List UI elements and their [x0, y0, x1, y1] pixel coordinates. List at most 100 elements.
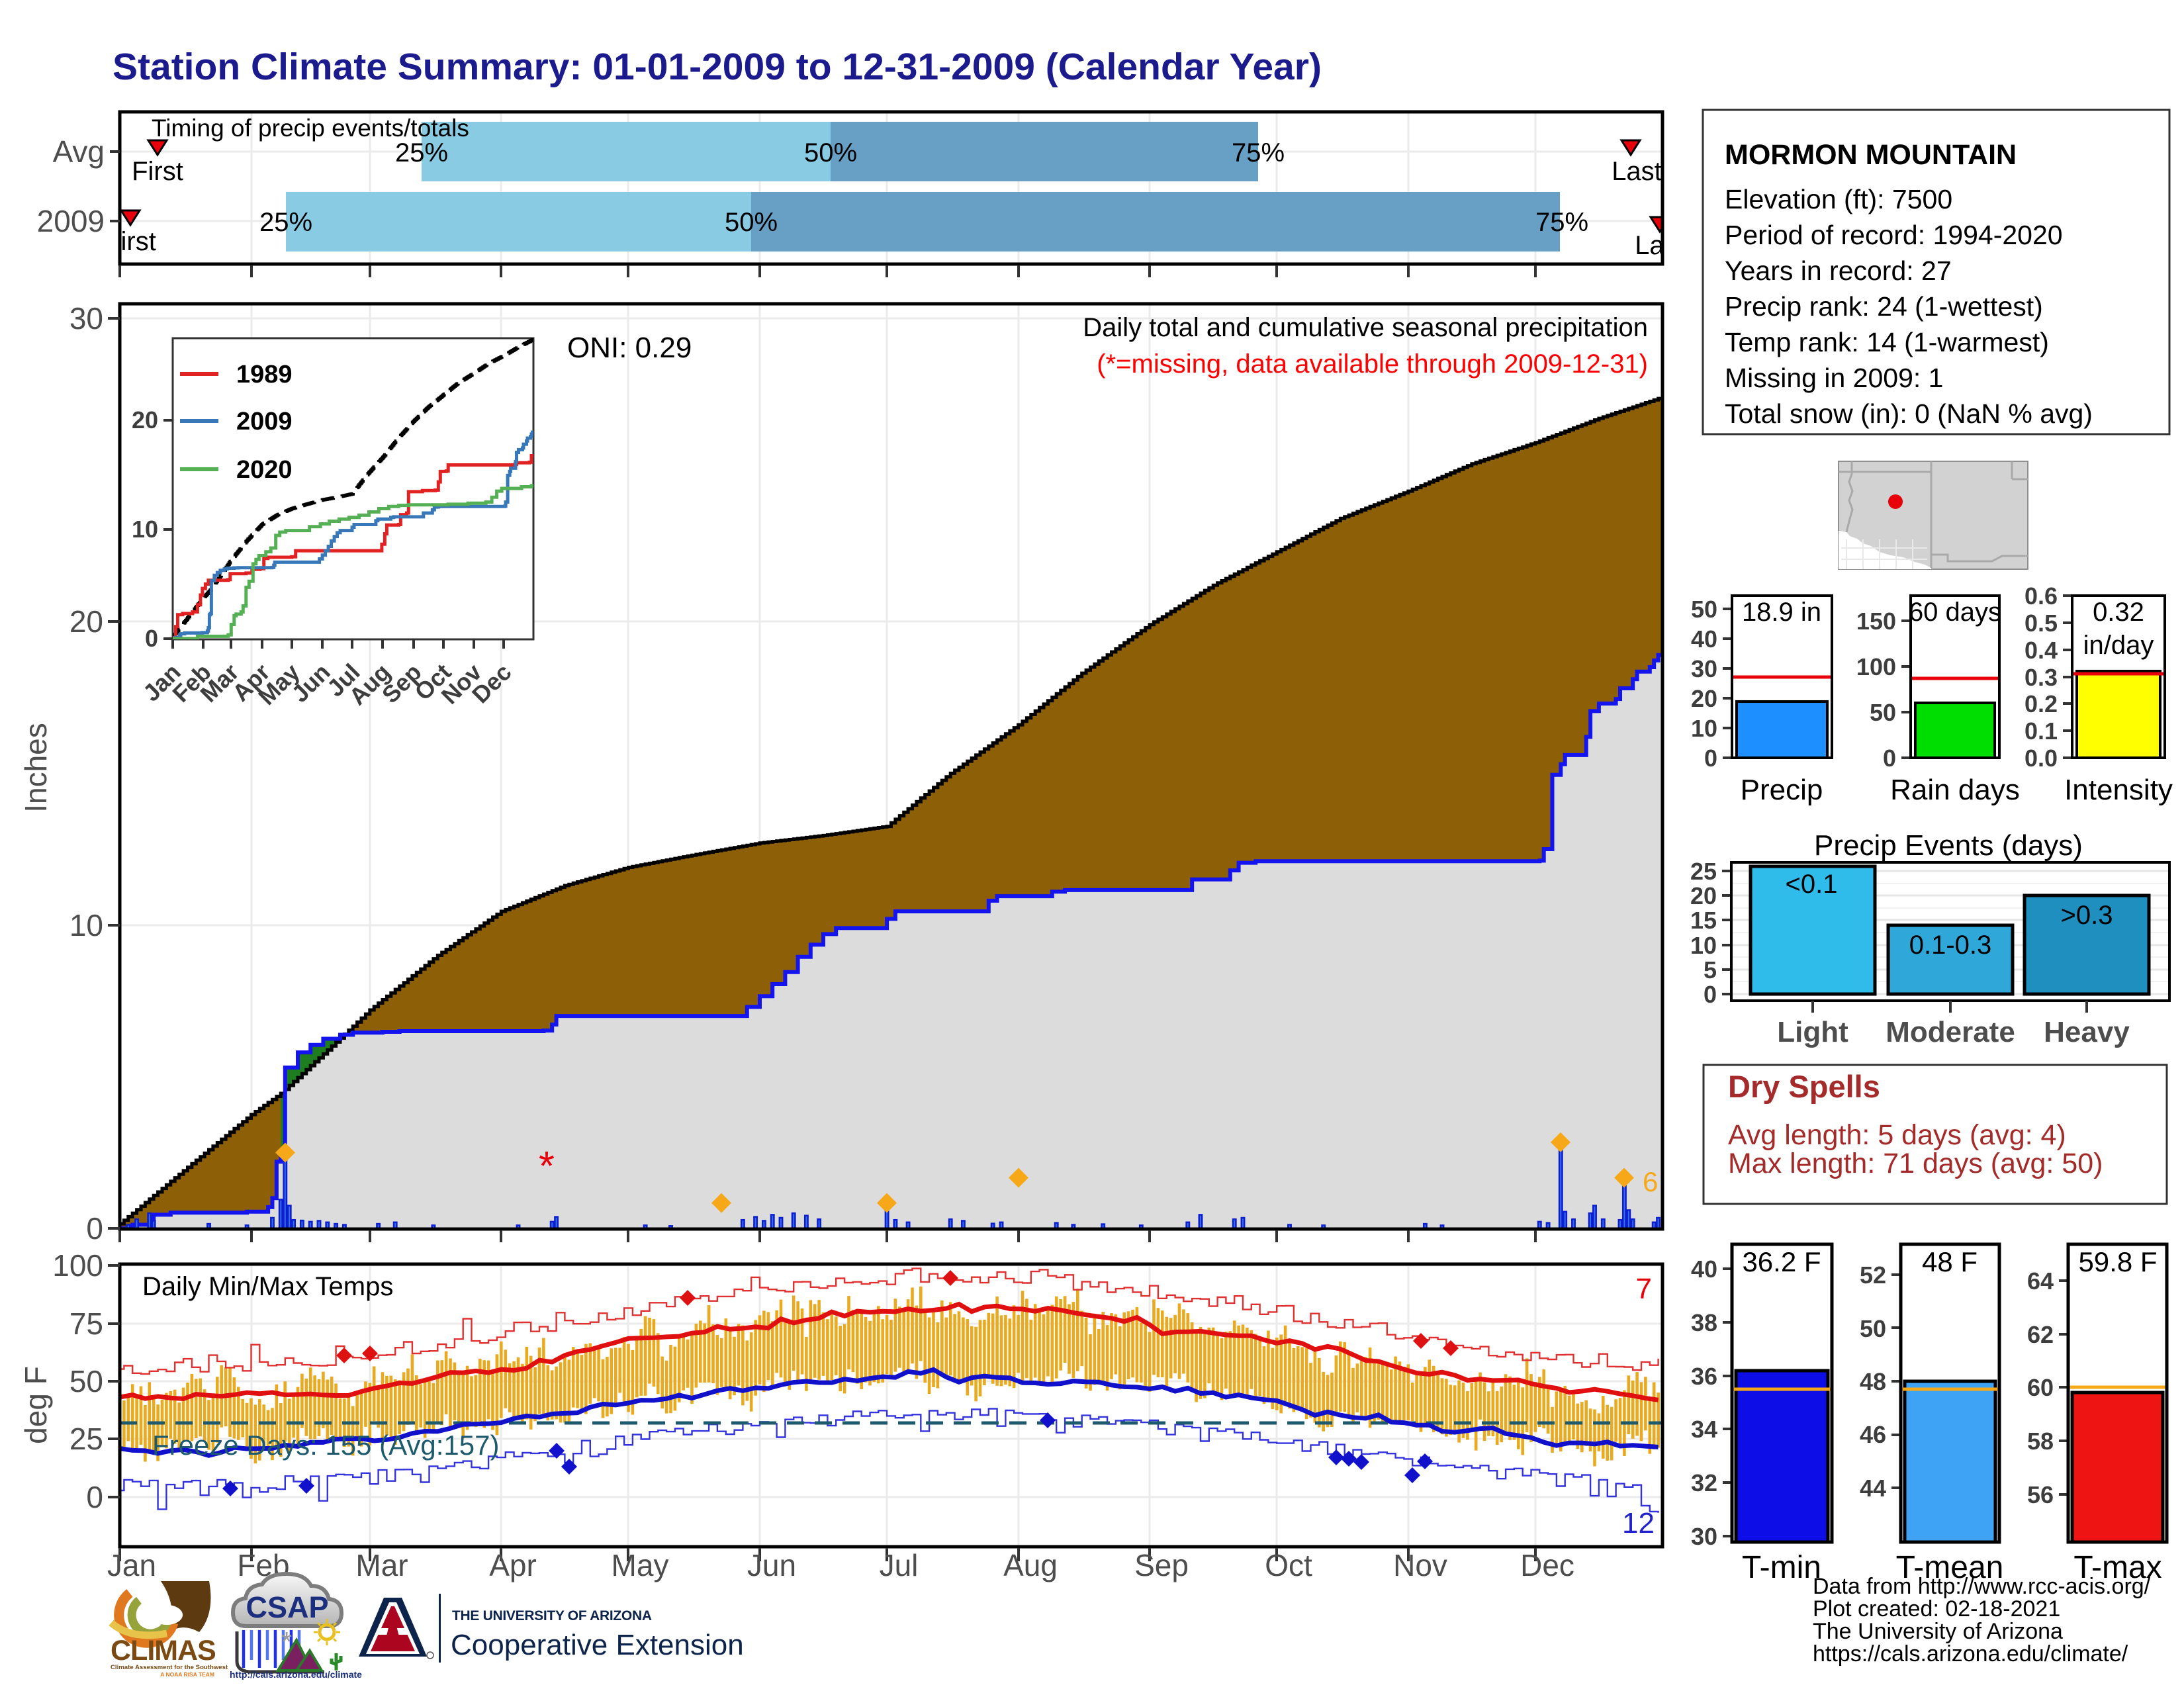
svg-text:Years in record: 27: Years in record: 27: [1725, 255, 1952, 286]
svg-text:44: 44: [1860, 1475, 1886, 1502]
svg-text:*: *: [281, 1626, 292, 1657]
svg-text:May: May: [612, 1548, 669, 1582]
svg-text:Station Climate Summary: 01-01: Station Climate Summary: 01-01-2009 to 1…: [113, 46, 1322, 88]
svg-text:*: *: [539, 1144, 555, 1189]
svg-text:Timing of precip events/totals: Timing of precip events/totals: [152, 114, 469, 142]
svg-text:48: 48: [1860, 1368, 1886, 1395]
svg-text:36.2 F: 36.2 F: [1742, 1246, 1821, 1277]
svg-text:Plot created: 02-18-2021: Plot created: 02-18-2021: [1813, 1596, 2060, 1622]
svg-text:0.32: 0.32: [2093, 598, 2144, 627]
svg-text:50: 50: [1860, 1315, 1886, 1342]
svg-text:Rain days: Rain days: [1890, 774, 2020, 806]
svg-text:10: 10: [1691, 715, 1717, 742]
svg-text:20: 20: [1690, 882, 1717, 909]
svg-text:Precip rank: 24 (1-wettest): Precip rank: 24 (1-wettest): [1725, 291, 2043, 322]
svg-text:Oct: Oct: [1265, 1548, 1312, 1582]
svg-text:0.2: 0.2: [2025, 690, 2058, 717]
svg-text:CLIMAS: CLIMAS: [111, 1635, 216, 1667]
svg-text:30: 30: [1691, 655, 1717, 682]
svg-text:50: 50: [1691, 596, 1717, 623]
svg-text:Moderate: Moderate: [1886, 1016, 2015, 1048]
svg-text:2009: 2009: [37, 204, 105, 238]
svg-text:50%: 50%: [725, 208, 778, 237]
svg-text:75%: 75%: [1535, 208, 1588, 237]
svg-text:7: 7: [1636, 1273, 1652, 1305]
svg-text:A NOAA RISA TEAM: A NOAA RISA TEAM: [160, 1671, 214, 1678]
svg-text:T-mean: T-mean: [1896, 1550, 2004, 1585]
svg-text:34: 34: [1691, 1416, 1717, 1443]
svg-text:0.1: 0.1: [2025, 717, 2058, 745]
svg-text:10: 10: [1690, 932, 1717, 959]
svg-text:0: 0: [86, 1211, 103, 1246]
svg-text:38: 38: [1691, 1309, 1717, 1336]
svg-text:32: 32: [1691, 1469, 1717, 1496]
svg-text:75: 75: [69, 1306, 103, 1341]
svg-text:0: 0: [1704, 981, 1717, 1008]
svg-text:25%: 25%: [395, 138, 448, 167]
svg-text:Elevation (ft): 7500: Elevation (ft): 7500: [1725, 184, 1952, 214]
svg-text:40: 40: [1691, 625, 1717, 653]
svg-text:60 days: 60 days: [1909, 598, 2001, 627]
svg-text:100: 100: [1856, 653, 1896, 680]
svg-text:25: 25: [69, 1422, 103, 1456]
svg-text:Nov: Nov: [1393, 1548, 1447, 1582]
svg-text:>0.3: >0.3: [2061, 901, 2113, 930]
svg-text:0: 0: [145, 625, 158, 652]
svg-text:Heavy: Heavy: [2044, 1016, 2130, 1048]
svg-text:Daily total and cumulative sea: Daily total and cumulative seasonal prec…: [1083, 313, 1648, 342]
svg-text:Last: Last: [1612, 157, 1662, 186]
svg-text:20: 20: [132, 406, 158, 434]
svg-text:Cooperative Extension: Cooperative Extension: [451, 1629, 744, 1661]
svg-text:https://cals.arizona.edu/clima: https://cals.arizona.edu/climate/: [1813, 1641, 2128, 1667]
svg-text:100: 100: [52, 1248, 103, 1283]
svg-text:First: First: [105, 227, 156, 256]
svg-text:Freeze Days: 155 (Avg:157): Freeze Days: 155 (Avg:157): [152, 1430, 500, 1461]
svg-text:Temp rank: 14 (1-warmest): Temp rank: 14 (1-warmest): [1725, 327, 2049, 357]
svg-text:Period of record: 1994-2020: Period of record: 1994-2020: [1725, 220, 2063, 250]
svg-text:deg F: deg F: [19, 1366, 53, 1444]
svg-text:T-max: T-max: [2073, 1550, 2161, 1585]
svg-text:0: 0: [86, 1480, 103, 1514]
svg-text:150: 150: [1856, 608, 1896, 635]
svg-text:48 F: 48 F: [1922, 1246, 1978, 1277]
svg-text:Intensity: Intensity: [2064, 774, 2173, 806]
svg-text:Mar: Mar: [355, 1548, 408, 1582]
svg-text:0.4: 0.4: [2025, 637, 2058, 664]
svg-text:46: 46: [1860, 1421, 1886, 1448]
svg-text:First: First: [132, 157, 183, 186]
svg-text:Jun: Jun: [747, 1548, 796, 1582]
svg-text:0.3: 0.3: [2025, 664, 2058, 691]
svg-text:0.5: 0.5: [2025, 610, 2058, 637]
svg-text:Precip: Precip: [1741, 774, 1823, 806]
svg-text:56: 56: [2027, 1481, 2054, 1508]
svg-text:30: 30: [69, 301, 103, 336]
svg-text:64: 64: [2027, 1267, 2054, 1295]
svg-text:6: 6: [1643, 1166, 1658, 1197]
svg-text:http://cals.arizona.edu/climat: http://cals.arizona.edu/climate: [230, 1669, 362, 1680]
svg-text:20: 20: [69, 604, 103, 639]
svg-text:Data from http://www.rcc-acis.: Data from http://www.rcc-acis.org/: [1813, 1574, 2151, 1599]
svg-text:12: 12: [1622, 1507, 1655, 1539]
svg-text:THE UNIVERSITY OF ARIZONA: THE UNIVERSITY OF ARIZONA: [452, 1608, 652, 1623]
svg-text:0: 0: [1883, 745, 1896, 772]
svg-text:2009: 2009: [236, 408, 293, 435]
svg-text:ONI: 0.29: ONI: 0.29: [567, 332, 692, 364]
svg-text:10: 10: [132, 516, 158, 543]
svg-text:<0.1: <0.1: [1786, 870, 1838, 899]
svg-text:30: 30: [1691, 1523, 1717, 1550]
svg-text:0: 0: [1704, 745, 1717, 772]
svg-text:Daily Min/Max Temps: Daily Min/Max Temps: [142, 1272, 393, 1301]
svg-text:Dry Spells: Dry Spells: [1728, 1069, 1880, 1104]
svg-text:Light: Light: [1777, 1016, 1848, 1048]
svg-text:Sep: Sep: [1134, 1548, 1189, 1582]
svg-text:The University of Arizona: The University of Arizona: [1813, 1619, 2063, 1644]
svg-text:40: 40: [1691, 1256, 1717, 1283]
svg-text:25: 25: [1690, 858, 1717, 885]
svg-text:Last: Last: [1635, 231, 1685, 260]
svg-text:CSAP: CSAP: [246, 1590, 328, 1624]
svg-text:62: 62: [2027, 1321, 2054, 1348]
svg-text:25%: 25%: [259, 208, 312, 237]
svg-text:0.6: 0.6: [2025, 582, 2058, 610]
svg-text:in/day: in/day: [2083, 631, 2154, 660]
svg-text:0.0: 0.0: [2025, 745, 2058, 772]
